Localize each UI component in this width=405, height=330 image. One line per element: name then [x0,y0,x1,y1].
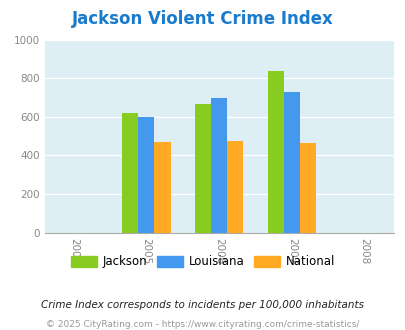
Text: Crime Index corresponds to incidents per 100,000 inhabitants: Crime Index corresponds to incidents per… [41,300,364,310]
Bar [138,117,154,233]
Legend: Jackson, Louisiana, National: Jackson, Louisiana, National [66,250,339,273]
Bar [283,92,299,233]
Bar [154,143,170,233]
Bar [195,104,211,233]
Bar [267,72,283,233]
Bar [227,141,243,233]
Bar [299,143,315,233]
Bar [122,113,138,233]
Text: © 2025 CityRating.com - https://www.cityrating.com/crime-statistics/: © 2025 CityRating.com - https://www.city… [46,319,359,329]
Bar [211,98,227,233]
Text: Jackson Violent Crime Index: Jackson Violent Crime Index [72,10,333,28]
